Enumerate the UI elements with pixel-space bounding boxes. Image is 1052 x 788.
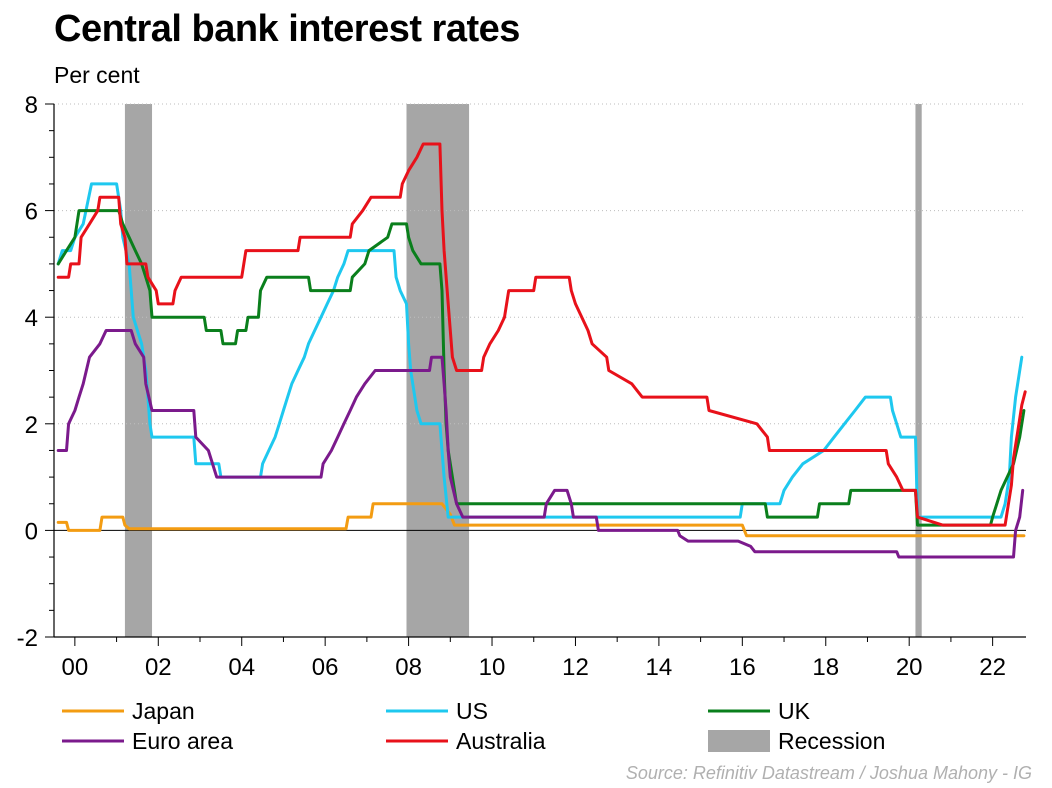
y-tick-label-6: 6 xyxy=(25,199,38,226)
y-tick-label-4: 4 xyxy=(25,305,38,332)
legend-label-australia: Australia xyxy=(456,728,546,754)
y-axis-units: Per cent xyxy=(54,62,140,88)
chart-title: Central bank interest rates xyxy=(54,8,520,50)
series-line-uk xyxy=(56,209,1026,527)
source-note: Source: Refinitiv Datastream / Joshua Ma… xyxy=(625,763,1032,783)
x-tick-label-00: 00 xyxy=(62,654,89,681)
series-line-us xyxy=(56,182,1024,519)
y-tick-label--2: -2 xyxy=(17,625,38,652)
x-tick-label-20: 20 xyxy=(896,654,923,681)
gridlines xyxy=(54,103,1026,531)
legend-label-uk: UK xyxy=(778,698,811,724)
legend-label-recession: Recession xyxy=(778,728,885,754)
series-line-australia xyxy=(56,142,1027,527)
legend-label-us: US xyxy=(456,698,488,724)
y-tick-label-8: 8 xyxy=(25,92,38,119)
series-line-euro-area xyxy=(56,329,1025,559)
x-tick-label-12: 12 xyxy=(562,654,589,681)
y-tick-label-2: 2 xyxy=(25,412,38,439)
x-tick-label-22: 22 xyxy=(979,654,1006,681)
series-line-japan xyxy=(56,502,1026,538)
x-tick-label-08: 08 xyxy=(395,654,422,681)
y-tick-label-0: 0 xyxy=(25,518,38,545)
recession-bands xyxy=(124,104,922,637)
legend: Japan US UK Euro area Australia Recession xyxy=(62,698,885,754)
legend-label-euro-area: Euro area xyxy=(132,728,233,754)
x-tick-label-10: 10 xyxy=(479,654,506,681)
x-tick-label-18: 18 xyxy=(812,654,839,681)
x-tick-label-14: 14 xyxy=(646,654,673,681)
x-tick-label-16: 16 xyxy=(729,654,756,681)
x-tick-label-06: 06 xyxy=(312,654,339,681)
series-lines xyxy=(56,142,1027,559)
recession-band-1 xyxy=(124,104,153,637)
legend-label-japan: Japan xyxy=(132,698,195,724)
legend-swatch-recession xyxy=(708,730,770,752)
x-tick-label-02: 02 xyxy=(145,654,172,681)
recession-band-3 xyxy=(915,104,922,637)
x-tick-label-04: 04 xyxy=(228,654,255,681)
